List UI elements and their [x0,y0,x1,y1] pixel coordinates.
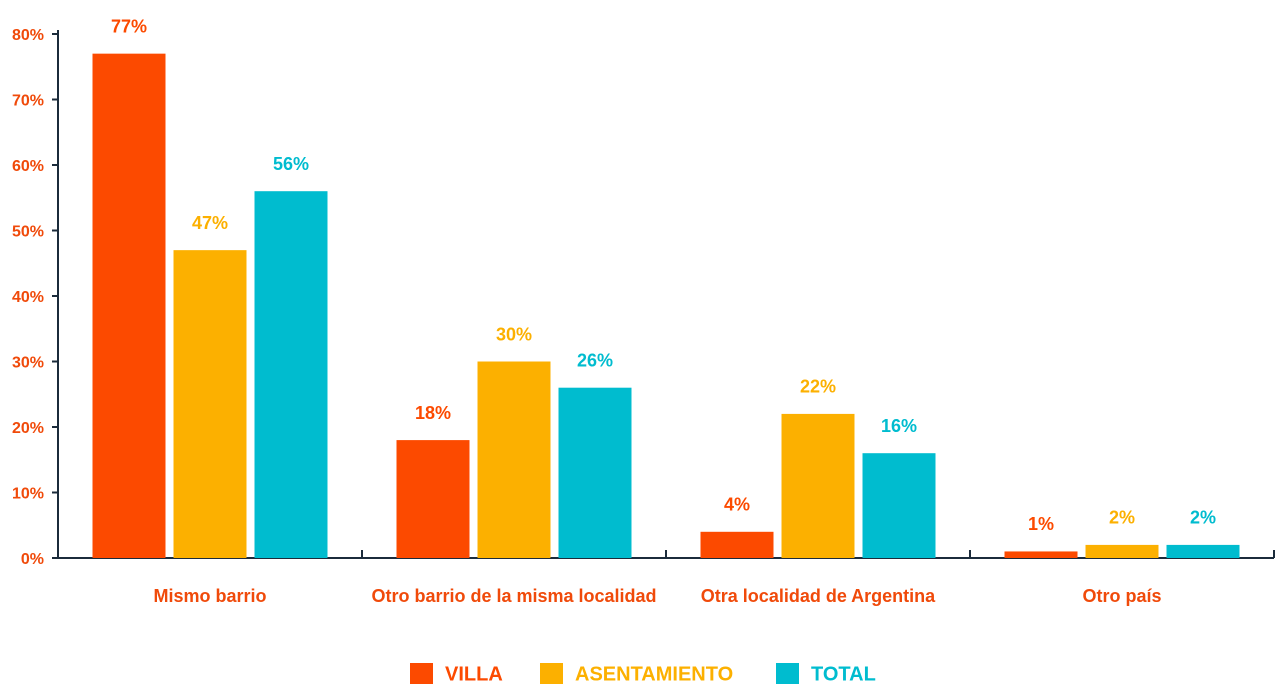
y-tick-label: 20% [12,420,44,437]
x-tick-label: Otro país [1082,586,1161,606]
legend-swatch [410,663,433,684]
x-tick-label: Mismo barrio [153,586,266,606]
y-tick-label: 10% [12,486,44,503]
bar [781,413,855,558]
y-tick-label: 0% [21,551,44,568]
data-label: 2% [1190,508,1216,528]
bar [1004,551,1078,558]
y-tick-label: 80% [12,27,44,44]
data-label: 30% [496,324,532,344]
legend-label: ASENTAMIENTO [575,663,733,684]
y-tick-label: 60% [12,158,44,175]
y-tick-label: 50% [12,224,44,241]
bar [254,191,328,558]
data-label: 18% [415,403,451,423]
y-tick-label: 30% [12,355,44,372]
data-label: 77% [111,16,147,36]
bar [396,440,470,558]
legend-label: TOTAL [811,663,876,684]
x-tick-label: Otro barrio de la misma localidad [371,586,656,606]
legend-swatch [540,663,563,684]
data-label: 16% [881,416,917,436]
bar [558,387,632,558]
data-label: 2% [1109,508,1135,528]
bar [477,361,551,558]
y-tick-label: 40% [12,289,44,306]
bar [1085,544,1159,558]
legend-swatch [776,663,799,684]
x-tick-label: Otra localidad de Argentina [701,586,936,606]
data-label: 56% [273,154,309,174]
data-label: 26% [577,350,613,370]
y-tick-label: 70% [12,93,44,110]
data-label: 22% [800,377,836,397]
data-label: 4% [724,495,750,515]
bar [862,453,936,558]
data-label: 47% [192,213,228,233]
bar [173,250,247,558]
data-label: 1% [1028,514,1054,534]
legend-label: VILLA [445,663,503,684]
bar [700,531,774,558]
bar [92,53,166,559]
bar [1166,544,1240,558]
